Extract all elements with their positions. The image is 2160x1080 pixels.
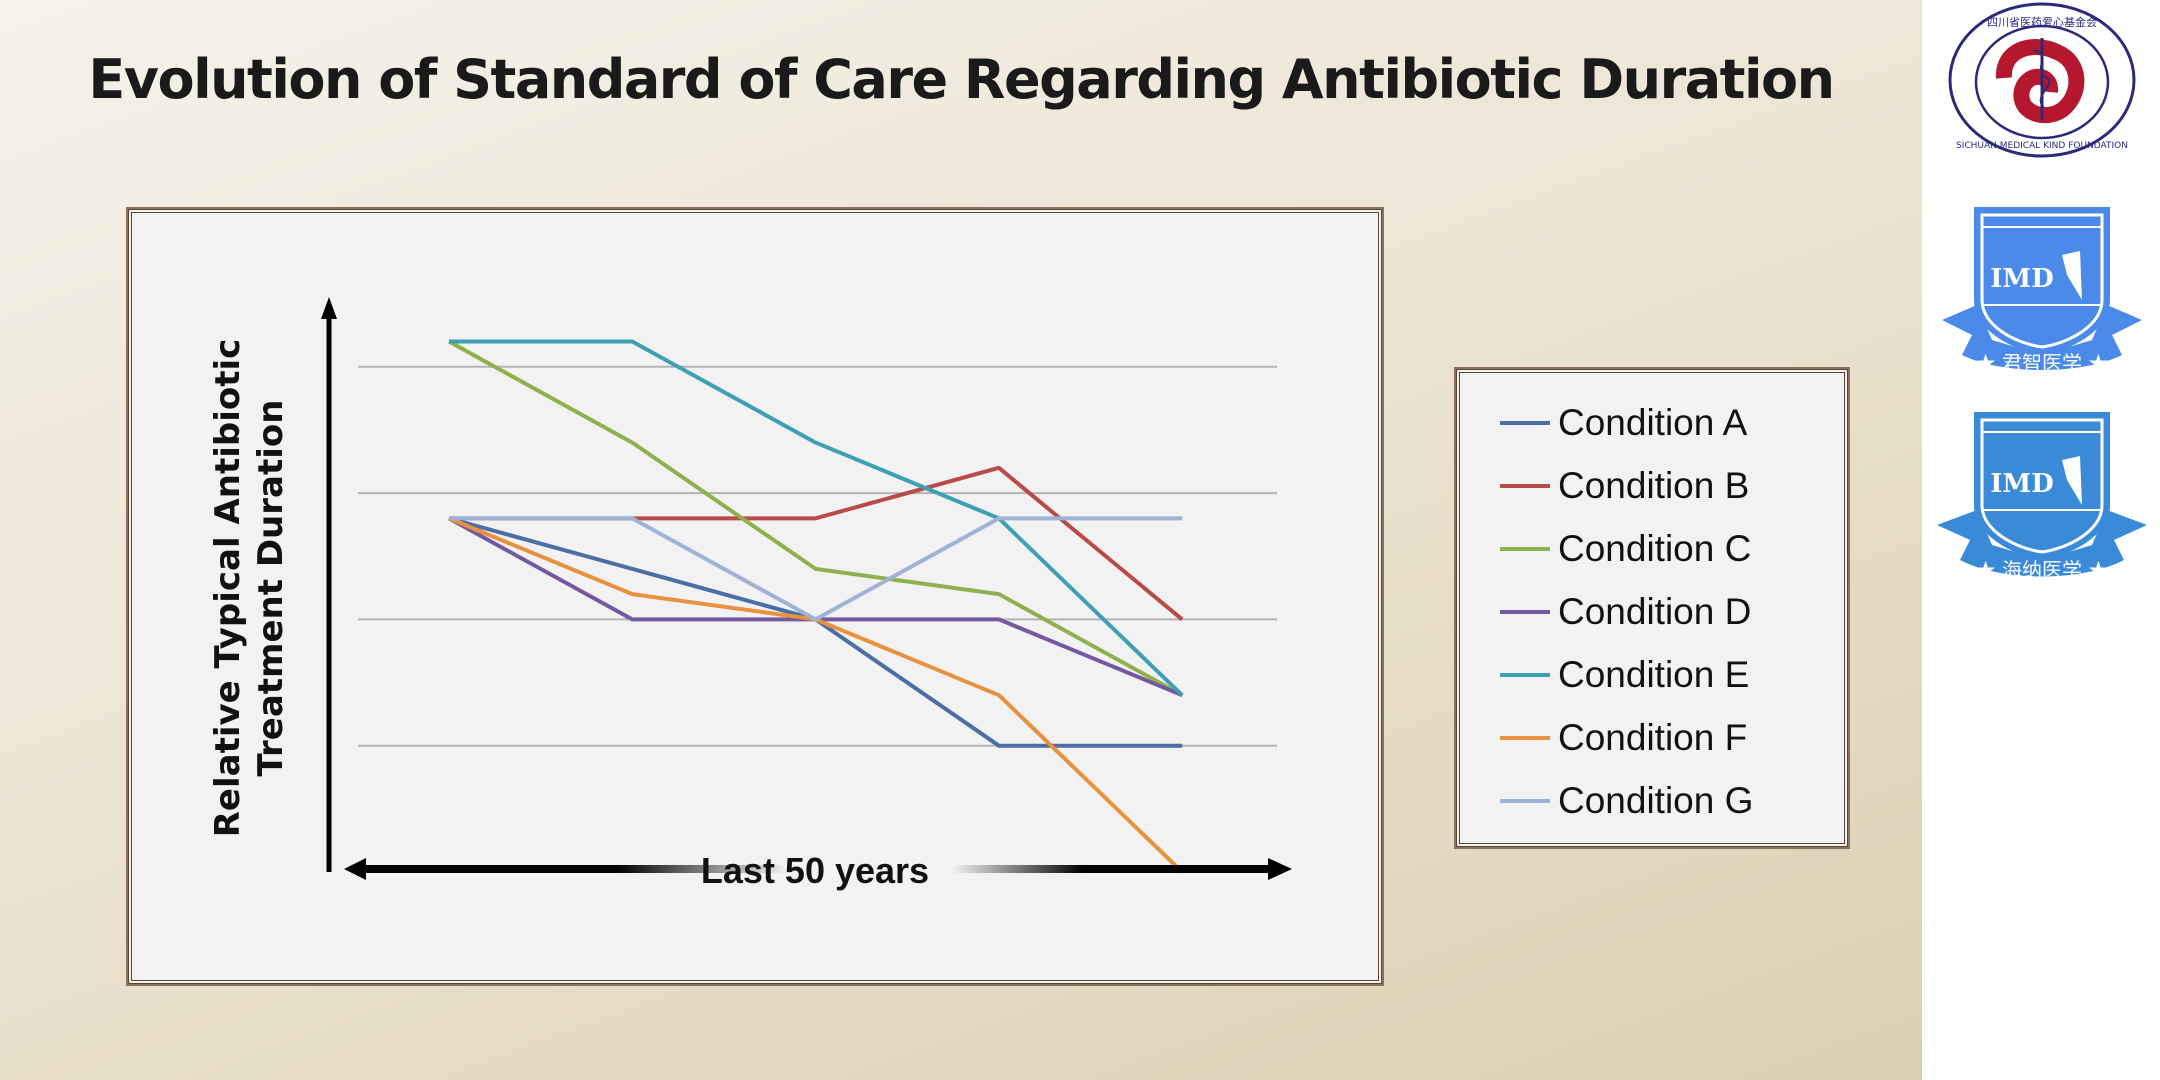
logo-column: 四川省医药爱心基金会 SICHUAN MEDICAL KIND FOUNDATI… [1922, 0, 2160, 1080]
svg-text:IMD: IMD [1990, 469, 2054, 499]
legend-label: Condition B [1558, 465, 1750, 506]
svg-text:IMD: IMD [1990, 264, 2054, 294]
legend-swatch [1500, 610, 1550, 614]
legend-swatch [1500, 421, 1550, 425]
svg-text:★ 君智医学 ★: ★ 君智医学 ★ [1976, 351, 2109, 375]
svg-text:四川省医药爱心基金会: 四川省医药爱心基金会 [1987, 15, 2097, 29]
legend-label: Condition G [1558, 780, 1754, 821]
slide-title: Evolution of Standard of Care Regarding … [88, 48, 1835, 111]
x-axis-right-arrow [952, 865, 1282, 873]
y-axis-label-line2: Treatment Duration [251, 400, 291, 777]
legend-label: Condition A [1558, 402, 1748, 443]
legend-swatch [1500, 673, 1550, 677]
legend-item: Condition E [1500, 650, 1749, 700]
legend-item: Condition A [1500, 398, 1747, 448]
legend-swatch [1500, 736, 1550, 740]
y-axis-label-line1: Relative Typical Antibiotic [208, 339, 248, 838]
legend-item: Condition D [1500, 587, 1751, 637]
imd-haina-logo: IMD ★ 海纳医学 ★ [1937, 412, 2147, 582]
legend-label: Condition C [1558, 528, 1752, 569]
chart-frame: Last 50 years Relative Typical Antibioti… [128, 209, 1382, 984]
imd-junzhi-logo: IMD ★ 君智医学 ★ [1942, 207, 2142, 375]
x-axis-left-arrow-icon [344, 858, 366, 880]
legend-item: Condition G [1500, 776, 1753, 826]
series-line-condition-d [448, 516, 1183, 698]
x-axis-left-arrow [357, 865, 787, 873]
legend-swatch [1500, 484, 1550, 488]
legend-swatch [1500, 547, 1550, 551]
legend-item: Condition F [1500, 713, 1747, 763]
legend-label: Condition D [1558, 591, 1752, 632]
series-line-condition-g [449, 516, 1183, 622]
legend-label: Condition E [1558, 654, 1750, 695]
series-line-condition-a [448, 516, 1183, 748]
x-axis-right-arrow-icon [1268, 858, 1292, 880]
legend-item: Condition B [1500, 461, 1749, 511]
line-chart: Last 50 years Relative Typical Antibioti… [208, 297, 1292, 891]
svg-text:★ 海纳医学 ★: ★ 海纳医学 ★ [1976, 558, 2109, 582]
legend-label: Condition F [1558, 717, 1748, 758]
x-axis-label: Last 50 years [701, 850, 929, 891]
logos: 四川省医药爱心基金会 SICHUAN MEDICAL KIND FOUNDATI… [1937, 2, 2147, 582]
series-line-condition-c [448, 339, 1184, 697]
y-axis-arrow-icon [321, 297, 337, 319]
svg-text:SICHUAN MEDICAL KIND FOUNDATIO: SICHUAN MEDICAL KIND FOUNDATION [1956, 141, 2128, 151]
sichuan-medical-kind-foundation-logo: 四川省医药爱心基金会 SICHUAN MEDICAL KIND FOUNDATI… [1948, 2, 2136, 158]
series-line-condition-f [448, 516, 1184, 874]
legend-item: Condition C [1500, 524, 1751, 574]
chart-legend: Condition A Condition B Condition C Conditi… [1456, 369, 1848, 847]
series-line-condition-e [449, 339, 1184, 697]
legend-swatch [1500, 799, 1550, 803]
slide: Evolution of Standard of Care Regarding … [0, 0, 1922, 1080]
series-line-condition-b [449, 465, 1184, 621]
